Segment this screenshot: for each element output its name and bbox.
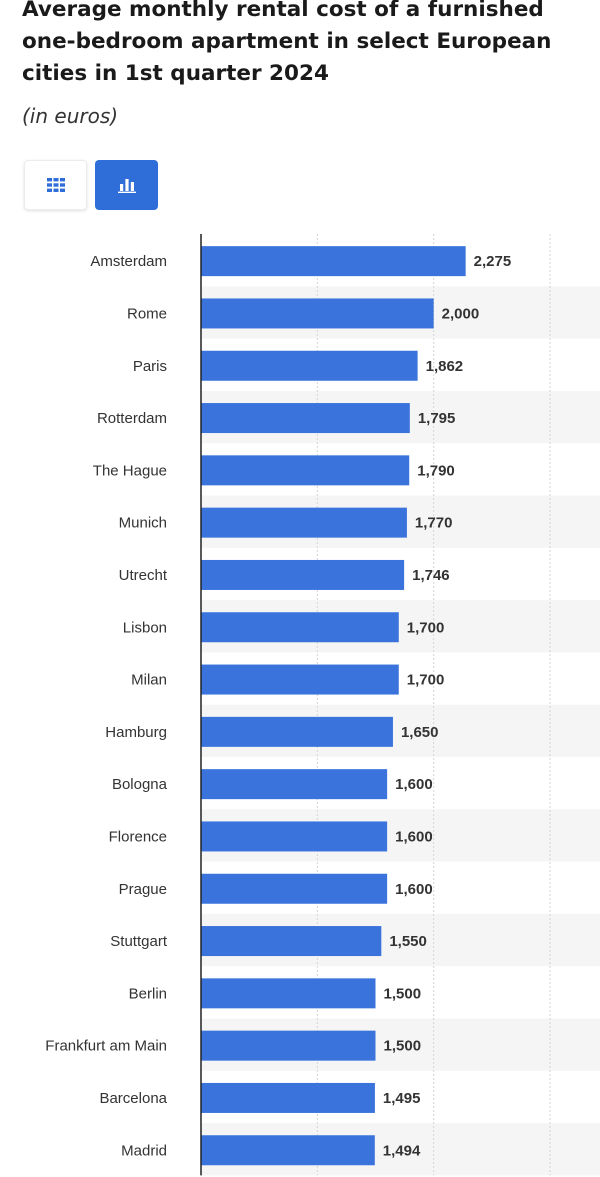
value-label: 1,700 <box>407 672 445 689</box>
value-label: 1,500 <box>384 1038 422 1055</box>
value-label: 1,650 <box>401 724 439 741</box>
category-label: Frankfurt am Main <box>45 1038 167 1055</box>
bar-berlin <box>201 978 376 1009</box>
bar-florence <box>201 821 388 852</box>
bar-rotterdam <box>201 403 410 434</box>
category-label: Munich <box>119 515 167 532</box>
value-label: 1,770 <box>415 515 453 532</box>
bar-chart-icon <box>117 179 136 193</box>
category-label: Bologna <box>112 776 168 793</box>
value-label: 1,746 <box>412 567 450 584</box>
value-label: 1,795 <box>418 410 456 427</box>
bar-munich <box>201 507 407 538</box>
bar-lisbon <box>201 612 399 643</box>
bar-utrecht <box>201 559 405 590</box>
bar-frankfurt-am-main <box>201 1030 376 1061</box>
category-label: Prague <box>119 881 167 898</box>
bar-prague <box>201 873 388 904</box>
value-label: 1,790 <box>417 462 455 479</box>
category-label: Rotterdam <box>97 410 167 427</box>
value-label: 1,600 <box>395 828 433 845</box>
chart-title: Average monthly rental cost of a furnish… <box>22 0 552 86</box>
category-label: Hamburg <box>105 724 167 741</box>
value-label: 1,494 <box>383 1142 421 1159</box>
category-label: Florence <box>109 828 167 845</box>
bar-stuttgart <box>201 926 382 957</box>
value-label: 1,550 <box>389 933 427 950</box>
category-label: Berlin <box>129 985 167 1002</box>
value-label: 1,500 <box>384 985 422 1002</box>
bar-madrid <box>201 1135 375 1166</box>
category-label: Paris <box>133 358 167 375</box>
table-view-button[interactable] <box>24 160 87 210</box>
bar-hamburg <box>201 716 393 747</box>
chart-subtitle: (in euros) <box>22 104 119 128</box>
value-label: 1,600 <box>395 776 433 793</box>
category-label: Stuttgart <box>110 933 168 950</box>
bar-bologna <box>201 769 388 800</box>
value-label: 1,495 <box>383 1090 421 1107</box>
category-label: Madrid <box>121 1142 167 1159</box>
chart-view-button[interactable] <box>95 160 158 210</box>
category-label: Barcelona <box>99 1090 167 1107</box>
category-label: Lisbon <box>123 619 167 636</box>
category-label: Milan <box>131 672 167 689</box>
value-label: 2,275 <box>474 253 512 270</box>
bar-paris <box>201 350 418 381</box>
bar-amsterdam <box>201 246 466 277</box>
category-label: Utrecht <box>119 567 168 584</box>
category-label: Rome <box>127 305 167 322</box>
bar-the-hague <box>201 455 410 486</box>
value-label: 1,600 <box>395 881 433 898</box>
value-label: 1,700 <box>407 619 445 636</box>
bar-chart: Amsterdam 2,275 Rome 2,000 Paris 1,862 Rotterd… <box>0 234 600 1177</box>
value-label: 2,000 <box>442 305 480 322</box>
grid-icon <box>46 178 65 192</box>
category-label: The Hague <box>93 462 167 479</box>
bar-barcelona <box>201 1082 375 1113</box>
bar-rome <box>201 298 434 329</box>
bar-milan <box>201 664 399 695</box>
value-label: 1,862 <box>426 358 464 375</box>
bar-chart-svg: Amsterdam 2,275 Rome 2,000 Paris 1,862 Rotterd… <box>45 234 600 1176</box>
category-label: Amsterdam <box>90 253 167 270</box>
